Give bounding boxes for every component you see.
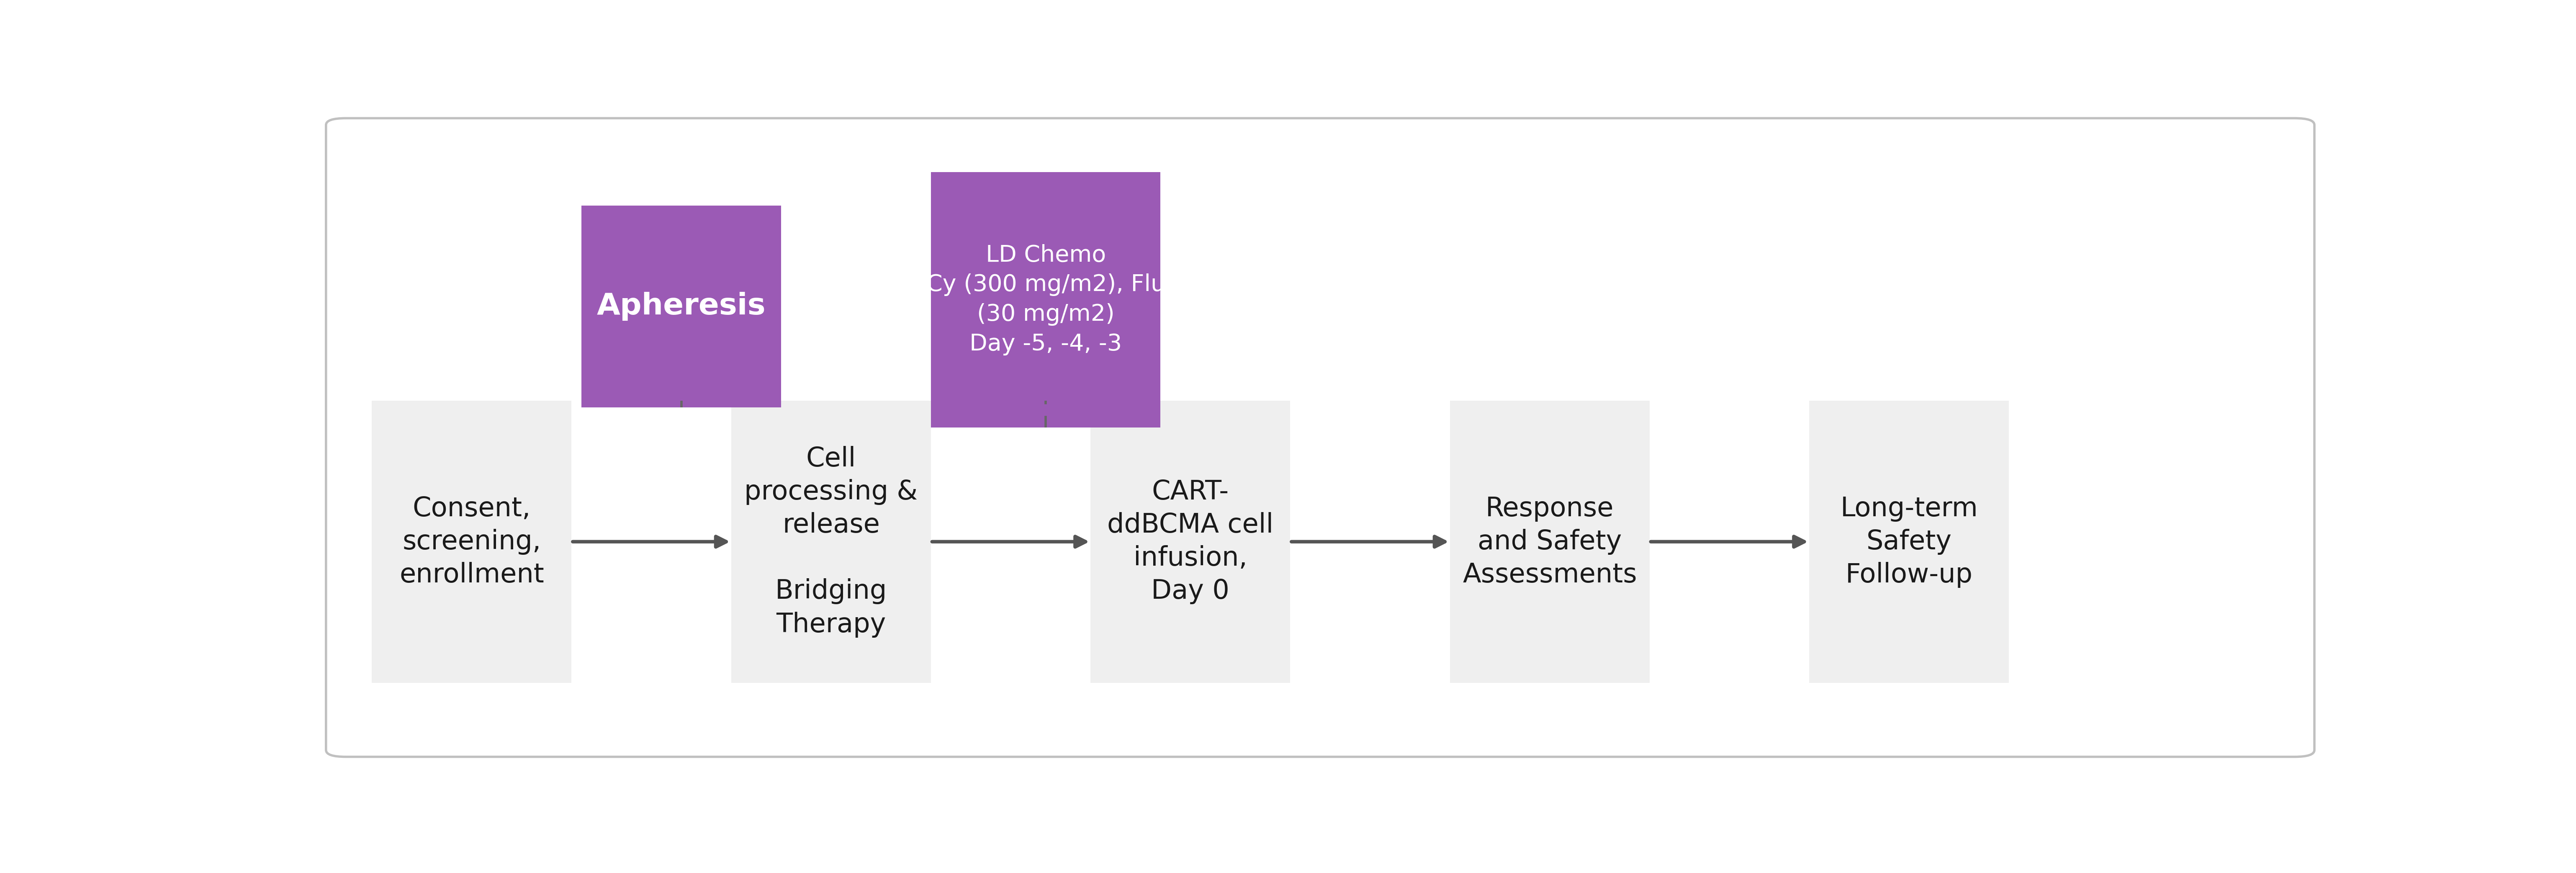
Text: Cell
processing &
release

Bridging
Therapy: Cell processing & release Bridging Thera… [744, 446, 917, 637]
FancyBboxPatch shape [582, 205, 781, 407]
Text: Long-term
Safety
Follow-up: Long-term Safety Follow-up [1839, 496, 1978, 588]
Text: Apheresis: Apheresis [598, 292, 765, 321]
FancyBboxPatch shape [327, 118, 2313, 757]
FancyBboxPatch shape [930, 172, 1162, 428]
FancyBboxPatch shape [732, 401, 930, 683]
FancyBboxPatch shape [1090, 401, 1291, 683]
Text: CART-
ddBCMA cell
infusion,
Day 0: CART- ddBCMA cell infusion, Day 0 [1108, 479, 1273, 604]
Text: Consent,
screening,
enrollment: Consent, screening, enrollment [399, 496, 544, 588]
Text: LD Chemo
Cy (300 mg/m2), Flu
(30 mg/m2)
Day -5, -4, -3: LD Chemo Cy (300 mg/m2), Flu (30 mg/m2) … [927, 244, 1164, 355]
FancyBboxPatch shape [1450, 401, 1649, 683]
FancyBboxPatch shape [1808, 401, 2009, 683]
FancyBboxPatch shape [371, 401, 572, 683]
Text: Response
and Safety
Assessments: Response and Safety Assessments [1463, 496, 1636, 588]
